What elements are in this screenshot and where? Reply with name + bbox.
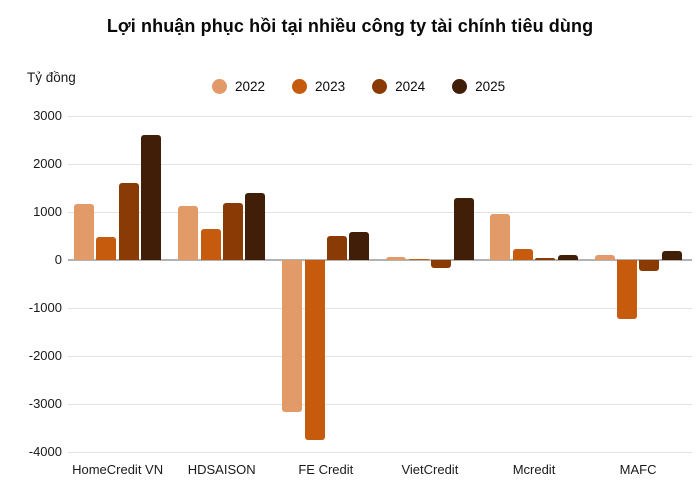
- legend-swatch-2022: [212, 79, 227, 94]
- bar-MAFC-2023: [616, 260, 637, 319]
- bar-VietCredit-2023: [408, 259, 429, 260]
- bar-FE-Credit-2025: [349, 231, 370, 260]
- category-label: VietCredit: [401, 462, 459, 477]
- bar-HDSAISON-2023: [200, 229, 221, 260]
- legend-swatch-2024: [372, 79, 388, 94]
- bar-HomeCredit-VN-2024: [118, 182, 139, 260]
- grid-line: [68, 212, 692, 213]
- legend-item-2023: 2023: [292, 79, 345, 94]
- y-tick-label: -3000: [28, 396, 62, 411]
- bar-Mcredit-2024: [535, 258, 556, 260]
- grid-line: [68, 164, 692, 165]
- legend-swatch-2023: [292, 79, 308, 94]
- bar-HDSAISON-2024: [222, 202, 243, 260]
- bar-Mcredit-2022: [490, 214, 511, 260]
- category-label: FE Credit: [298, 462, 354, 477]
- y-axis-unit-label: Tỷ đồng: [27, 70, 76, 85]
- category-label: HDSAISON: [187, 462, 256, 477]
- legend-item-2025: 2025: [452, 79, 505, 94]
- bar-MAFC-2022: [594, 255, 615, 260]
- category-label: MAFC: [619, 462, 657, 477]
- bar-HomeCredit-VN-2025: [141, 135, 162, 260]
- y-tick-label: -2000: [28, 348, 62, 363]
- bar-Mcredit-2023: [512, 248, 533, 260]
- zero-line: [68, 259, 692, 261]
- grid-line: [68, 308, 692, 309]
- bar-FE-Credit-2024: [327, 236, 347, 260]
- bar-HDSAISON-2025: [245, 193, 266, 260]
- bar-FE-Credit-2022: [282, 260, 303, 412]
- chart-title: Lợi nhuận phục hồi tại nhiều công ty tài…: [106, 16, 594, 36]
- legend-item-2022: 2022: [212, 79, 265, 94]
- y-tick-label: 0: [54, 252, 62, 267]
- bar-VietCredit-2022: [386, 257, 407, 260]
- grid-line: [68, 452, 692, 453]
- bar-HDSAISON-2022: [178, 205, 199, 260]
- legend-label: 2023: [315, 79, 346, 94]
- category-label: HomeCredit VN: [72, 462, 164, 477]
- grid-line: [68, 404, 692, 405]
- bar-FE-Credit-2023: [304, 260, 325, 440]
- legend: 2022 2023 2024 2025: [212, 79, 505, 94]
- legend-label: 2025: [475, 79, 506, 94]
- category-label: Mcredit: [512, 462, 556, 477]
- grid-line: [68, 116, 692, 117]
- y-tick-label: -4000: [28, 444, 62, 459]
- y-tick-label: -1000: [28, 300, 62, 315]
- legend-item-2024: 2024: [372, 79, 425, 94]
- y-tick-label: 3000: [33, 108, 62, 123]
- bar-HomeCredit-VN-2022: [74, 203, 94, 260]
- y-tick-label: 2000: [33, 156, 62, 171]
- bar-VietCredit-2024: [431, 260, 452, 268]
- legend-swatch-2025: [452, 79, 468, 94]
- y-tick-label: 1000: [33, 204, 62, 219]
- bar-Mcredit-2025: [557, 255, 578, 260]
- grid-line: [68, 356, 692, 357]
- bar-VietCredit-2025: [453, 198, 474, 260]
- bar-MAFC-2024: [639, 260, 660, 271]
- bar-MAFC-2025: [661, 250, 682, 260]
- bar-HomeCredit-VN-2023: [96, 237, 117, 260]
- legend-label: 2024: [395, 79, 426, 94]
- legend-label: 2022: [235, 79, 266, 94]
